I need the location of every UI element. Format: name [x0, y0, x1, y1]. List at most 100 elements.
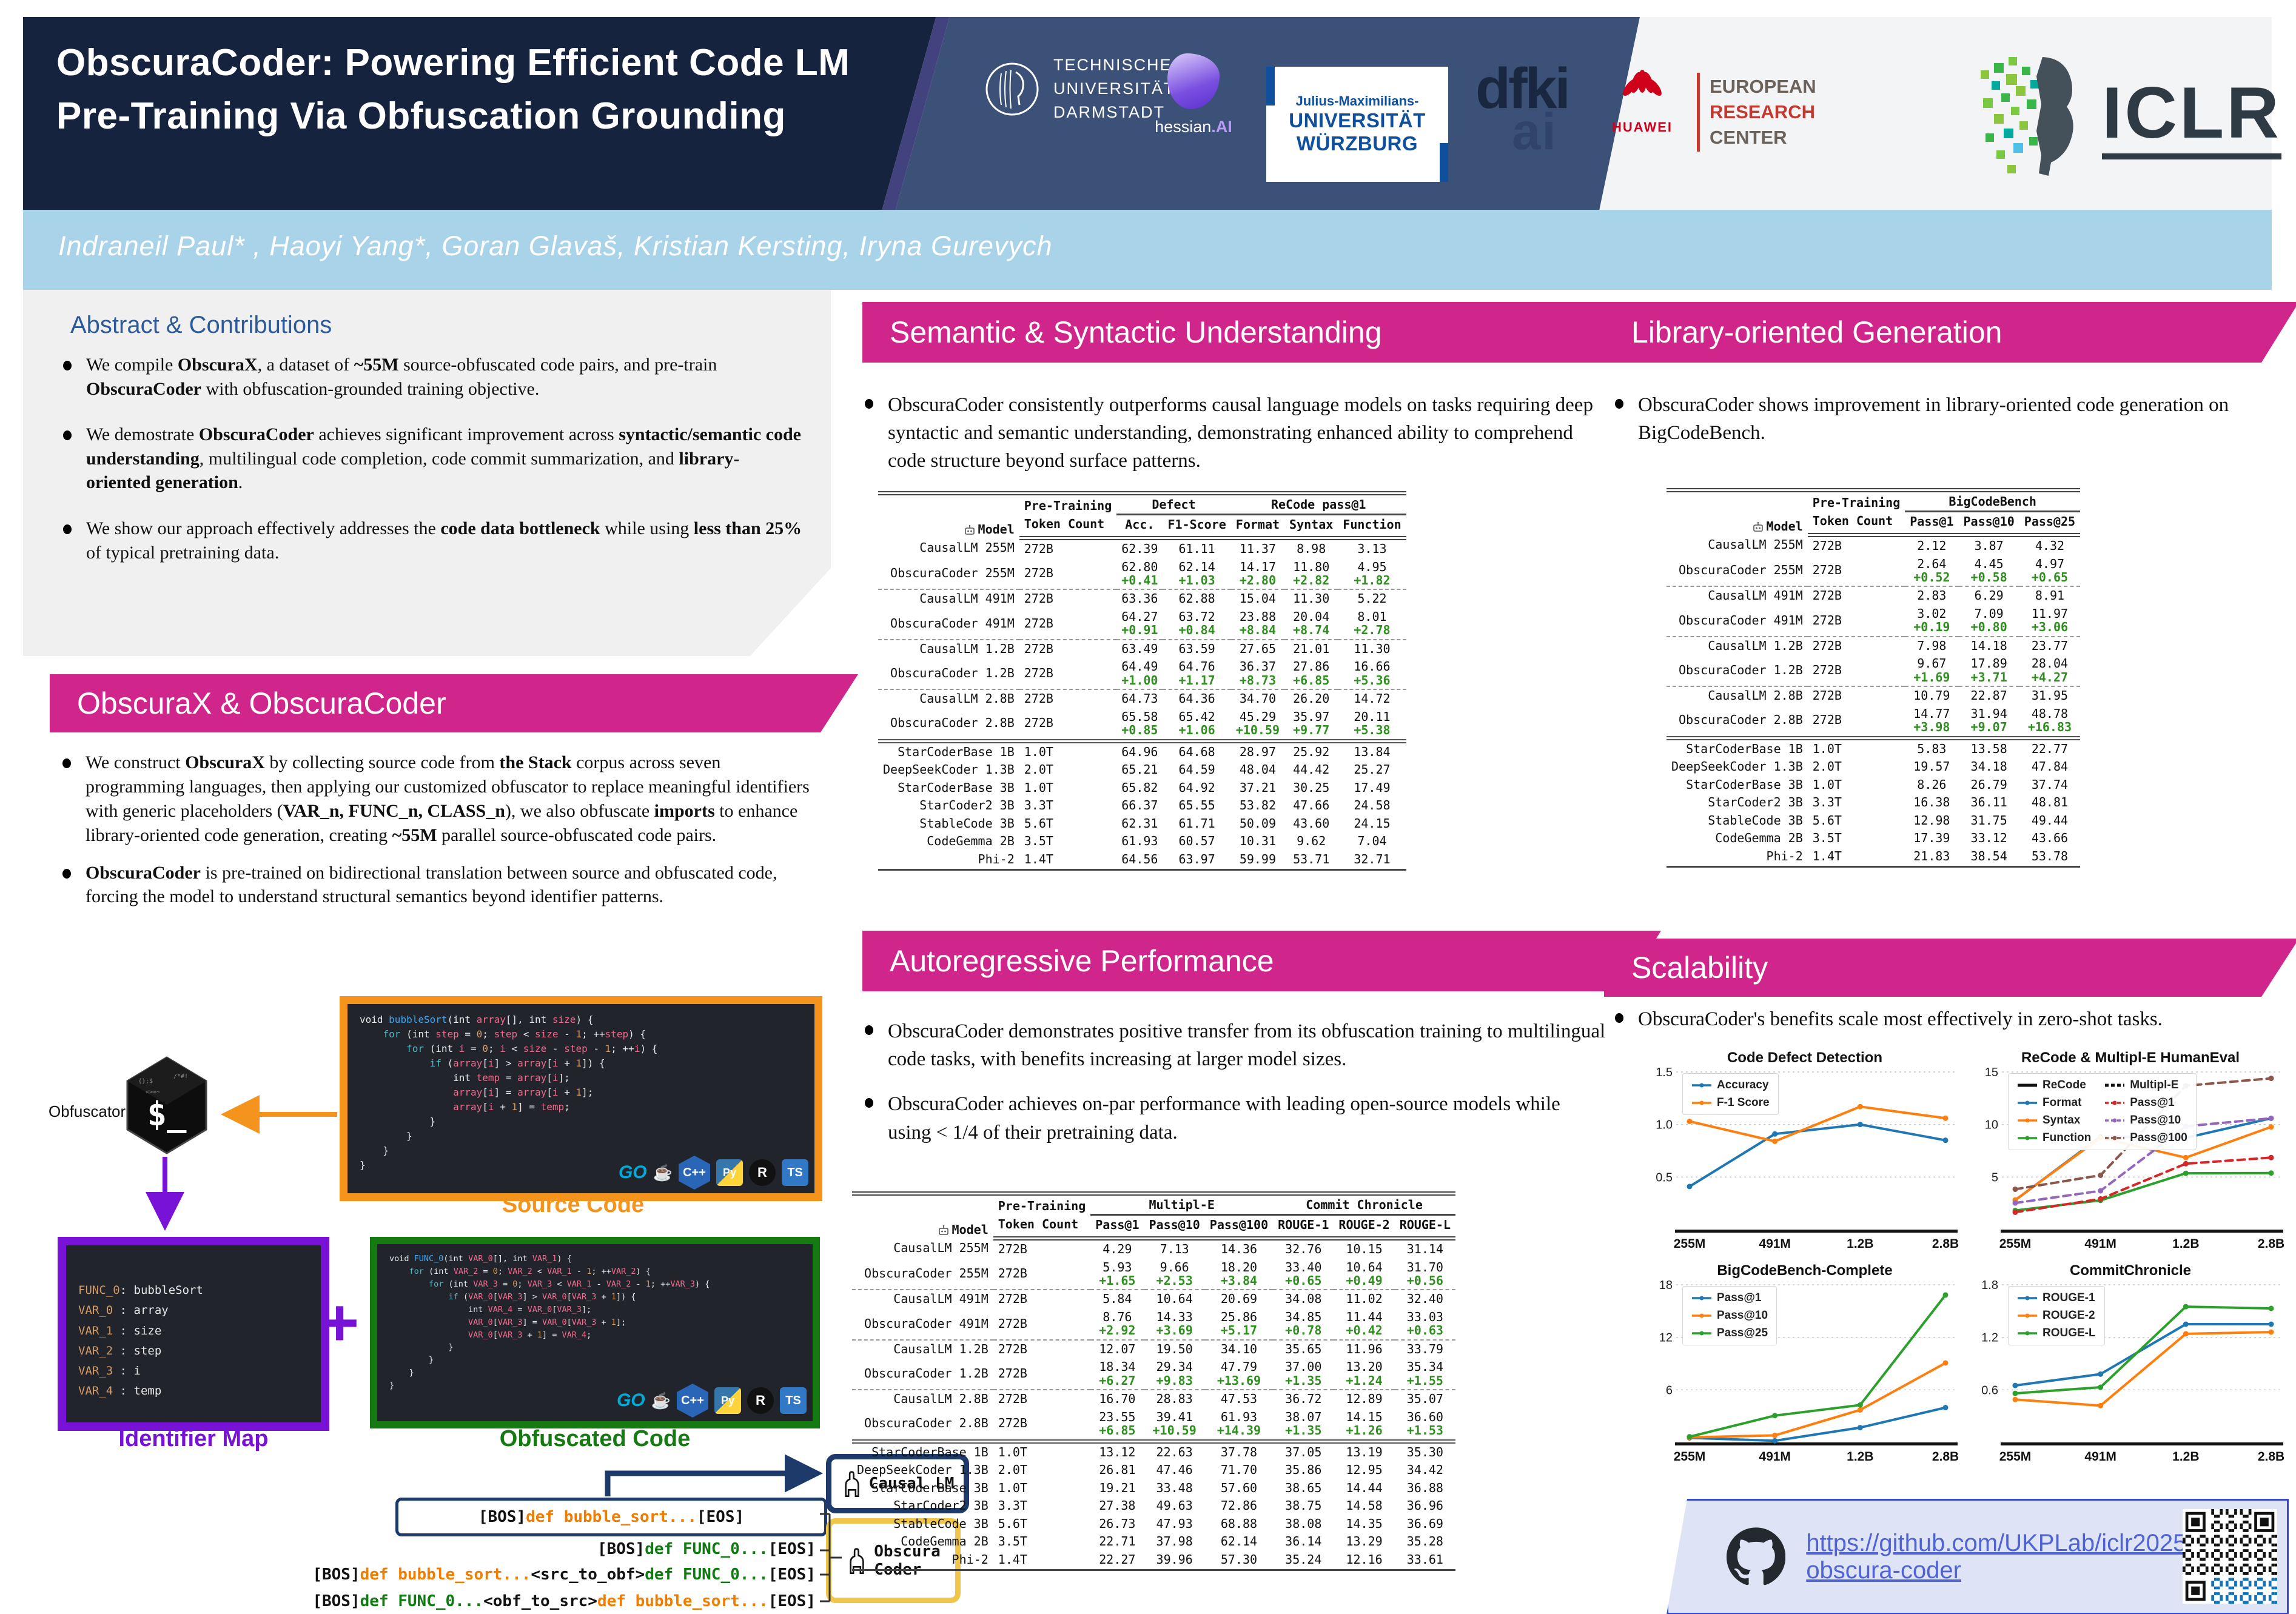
code-line: VAR_0[VAR_3 + 1] = VAR_4;	[468, 1330, 592, 1340]
table-row: ObscuraCoder 491M 272B 8.76 +2.92 14.33 +3.69…	[864, 1309, 1443, 1338]
svg-text:491M: 491M	[2084, 1237, 2116, 1251]
uni-wuerzburg-logo: Julius-Maximilians- UNIVERSITÄT WÜRZBURG	[1266, 67, 1448, 182]
svg-text:6: 6	[1666, 1384, 1673, 1397]
chart-legend: ROUGE-1 ROUGE-2 ROUGE-L	[2008, 1286, 2105, 1345]
svg-text:BigCodeBench-Complete: BigCodeBench-Complete	[1717, 1262, 1892, 1279]
bos-sequence-obf-to-src: [BOS]def FUNC_0...<obf_to_src>def bubble…	[312, 1592, 816, 1610]
chart-legend: Accuracy F-1 Score	[1682, 1073, 1779, 1115]
typescript-logo-icon: TS	[782, 1159, 808, 1186]
european-research-center-logo: EUROPEAN RESEARCH CENTER	[1697, 73, 1816, 152]
table-row: ObscuraCoder 1.2B 272B 9.67 +1.69 17.89 +3.71…	[1679, 656, 2069, 685]
svg-text:255M: 255M	[1999, 1450, 2032, 1464]
svg-text:$_: $_	[147, 1095, 187, 1133]
chart-commitchronicle: 0.6 1.2 1.8 CommitChronicle 255M 491M 1.2B 2.8B…	[1970, 1261, 2291, 1470]
table-row: ObscuraCoder 1.2B 272B 64.49 +1.00 64.76 +1.1…	[890, 659, 1391, 688]
svg-text:491M: 491M	[2084, 1450, 2116, 1464]
table-row: StarCoderBase 3B 1.0T 65.82 64.92 37.21 30.25…	[898, 780, 1391, 795]
code-line: FUNC_0: bubbleSort	[78, 1284, 203, 1297]
svg-text:2.8B: 2.8B	[1932, 1237, 1959, 1251]
section-banner-autoregressive: Autoregressive Performance	[862, 931, 1661, 991]
poster-title-line2: Pre-Training Via Obfuscation Grounding	[56, 95, 786, 138]
qr-code	[2183, 1509, 2277, 1604]
table-row: DeepSeekCoder 1.3B 2.0T 65.21 64.59 48.04 44.…	[883, 762, 1391, 777]
svg-text:255M: 255M	[1999, 1237, 2032, 1251]
code-line: }	[360, 1116, 436, 1127]
bos-sequence-src-to-obf: [BOS]def bubble_sort...<src_to_obf>def F…	[312, 1565, 816, 1584]
svg-text:1.2B: 1.2B	[1847, 1450, 1873, 1464]
svg-text:10: 10	[1985, 1119, 1998, 1132]
hessian-ai-logo: hessian.AI	[1136, 53, 1251, 136]
table-row: Phi-2 1.4T 64.56 63.97 59.99 53.71 32.71	[978, 852, 1391, 867]
table-row: CodeGemma 2B 3.5T 17.39 33.12 43.66	[1715, 831, 2069, 846]
obfuscated-code-box: void FUNC_0(int VAR_0[], int VAR_1) { fo…	[370, 1237, 820, 1428]
tu-darmstadt-logo: TECHNISCHE UNIVERSITÄT DARMSTADT	[984, 53, 1175, 124]
rust-logo-icon: R	[749, 1159, 776, 1186]
python-logo-icon: Py	[714, 1387, 741, 1414]
svg-text:1.5: 1.5	[1656, 1066, 1673, 1079]
bigcodebench-table: Model Pre-Training BigCodeBench Token Count…	[1667, 488, 2081, 868]
obfuscator-label: Obfuscator	[49, 1102, 126, 1120]
legend-entry: Pass@100	[2104, 1131, 2187, 1145]
chart-legend: Pass@1 Pass@10 Pass@25	[1682, 1286, 1777, 1345]
typescript-logo-icon: TS	[780, 1387, 807, 1414]
java-logo-icon: ☕	[651, 1391, 671, 1410]
code-line: }	[360, 1159, 366, 1171]
table-row: CausalLM 255M 272B 62.39 61.11 11.37 8.98 3.13	[919, 540, 1387, 556]
svg-text:15: 15	[1985, 1066, 1998, 1079]
table-row: CausalLM 491M 272B 63.36 62.88 15.04 11.30 5.2…	[878, 589, 1406, 608]
table-row: StableCode 3B 5.6T 26.73 47.93 68.88 38.08 14.…	[893, 1516, 1443, 1531]
table-row: ObscuraCoder 491M 272B 3.02 +0.19 7.09 +0.80 1…	[1679, 606, 2069, 635]
code-line: int temp = array[i];	[360, 1072, 570, 1083]
table-row: StarCoder2 3B 3.3T 16.38 36.11 48.81	[1708, 795, 2069, 810]
results-table: Model Pre-Training Defect ReCode pass@1 Toke…	[878, 491, 1406, 871]
svg-text:1.2: 1.2	[1981, 1331, 1998, 1345]
abstract-section: Abstract & Contributions We compile Obsc…	[23, 290, 831, 656]
svg-text:0.5: 0.5	[1656, 1171, 1673, 1184]
code-line: array[i] = array[i + 1];	[453, 1087, 594, 1098]
bullet-item: ObscuraCoder achieves on-par performance…	[860, 1090, 1606, 1146]
legend-entry: ROUGE-L	[2017, 1327, 2096, 1340]
legend-entry: ROUGE-1	[2017, 1291, 2096, 1305]
code-line: for (int step = 0; step < size - 1; ++st…	[383, 1028, 646, 1040]
svg-text:/*#!: /*#!	[173, 1073, 188, 1080]
bullet-item: We construct ObscuraX by collecting sour…	[58, 751, 823, 848]
svg-text:2.8B: 2.8B	[2258, 1237, 2284, 1251]
huawei-logo: HUAWEI	[1612, 64, 1673, 135]
code-line: void FUNC_0(int VAR_0[], int VAR_1) {	[389, 1254, 572, 1264]
obfuscated-code-label: Obfuscated Code	[499, 1426, 691, 1452]
legend-entry: Pass@10	[1691, 1309, 1768, 1322]
tu-darmstadt-emblem-icon	[985, 62, 1039, 116]
table-row: ObscuraCoder 255M 272B 2.64 +0.52 4.45 +0.58 4…	[1679, 556, 2069, 584]
svg-text:1.0: 1.0	[1656, 1119, 1673, 1132]
svg-text:255M: 255M	[1674, 1237, 1706, 1251]
table-row: StableCode 3B 5.6T 12.98 31.75 49.44	[1708, 812, 2069, 828]
svg-text:{};$: {};$	[138, 1078, 153, 1085]
plus-sign: +	[320, 1285, 360, 1360]
code-line: }	[389, 1368, 414, 1378]
huawei-flower-icon	[1623, 70, 1662, 96]
github-repo-link[interactable]: https://github.com/UKPLab/iclr2025-obscu…	[1806, 1529, 2195, 1584]
bullet-item: ObscuraCoder demonstrates positive trans…	[860, 1017, 1606, 1073]
identifier-map-box: FUNC_0: bubbleSort VAR_0 : array VAR_1 : s…	[58, 1237, 329, 1431]
svg-text:2.8B: 2.8B	[1932, 1450, 1959, 1464]
bullet-item: ObscuraCoder consistently outperforms ca…	[860, 391, 1606, 475]
legend-entry: Function	[2017, 1131, 2091, 1145]
table-row: StarCoderBase 1B 1.0T 5.83 13.58 22.77	[1667, 735, 2081, 758]
iclr-head-icon	[1981, 57, 2073, 176]
table-row: ObscuraCoder 255M 272B 5.93 +1.65 9.66 +2.53 1…	[864, 1259, 1443, 1288]
svg-text:491M: 491M	[1759, 1450, 1791, 1464]
code-line: }	[360, 1145, 389, 1156]
code-line: }	[389, 1342, 454, 1353]
header-iclr-panel	[1599, 17, 2272, 210]
legend-entry: Accuracy	[1691, 1079, 1770, 1092]
code-line: }	[389, 1355, 434, 1365]
code-line: if (VAR_0[VAR_3] > VAR_0[VAR_3 + 1]) {	[448, 1291, 636, 1302]
identifier-map-code: FUNC_0: bubbleSort VAR_0 : array VAR_1 : s…	[66, 1245, 321, 1410]
svg-text:1.2B: 1.2B	[2172, 1450, 2199, 1464]
bos-sequence-obf: [BOS]def FUNC_0...[EOS]	[597, 1540, 816, 1558]
header-navy-panel	[23, 17, 936, 210]
poster-title: ObscuraCoder: Powering Efficient Code LM…	[56, 36, 850, 143]
legend-entry: Pass@1	[2104, 1096, 2187, 1110]
svg-text:255M: 255M	[1674, 1450, 1706, 1464]
